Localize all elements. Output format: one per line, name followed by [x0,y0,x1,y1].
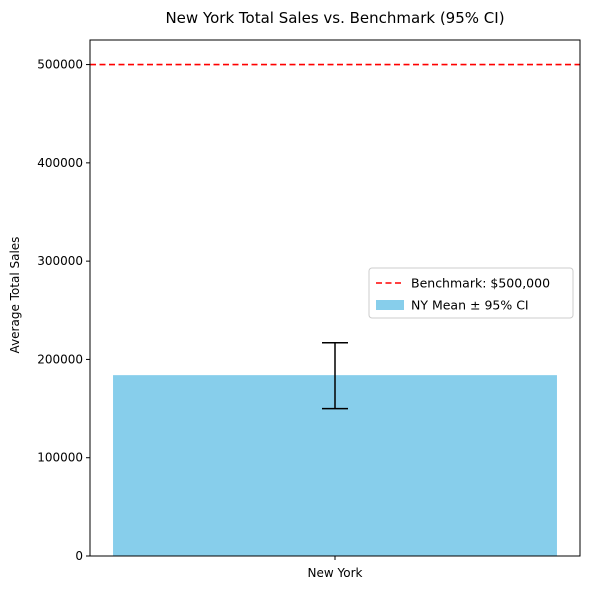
plot-area [89,39,581,557]
y-tick-label: 200000 [37,352,83,366]
y-axis: 0 100000 200000 300000 400000 500000 [37,58,90,563]
legend: Benchmark: $500,000 NY Mean ± 95% CI [368,267,574,319]
chart-title: New York Total Sales vs. Benchmark (95% … [165,9,504,27]
x-axis: New York [308,556,363,580]
legend-series-swatch [376,300,404,310]
legend-benchmark-label: Benchmark: $500,000 [411,276,550,291]
y-axis-label: Average Total Sales [8,237,22,354]
y-tick-label: 100000 [37,451,83,465]
legend-box [368,267,574,319]
y-tick-label: 500000 [37,58,83,72]
legend-series-label: NY Mean ± 95% CI [411,298,529,313]
y-tick-label: 400000 [37,156,83,170]
y-tick-label: 300000 [37,254,83,268]
y-tick-label: 0 [75,549,83,563]
x-tick-label: New York [308,566,363,580]
